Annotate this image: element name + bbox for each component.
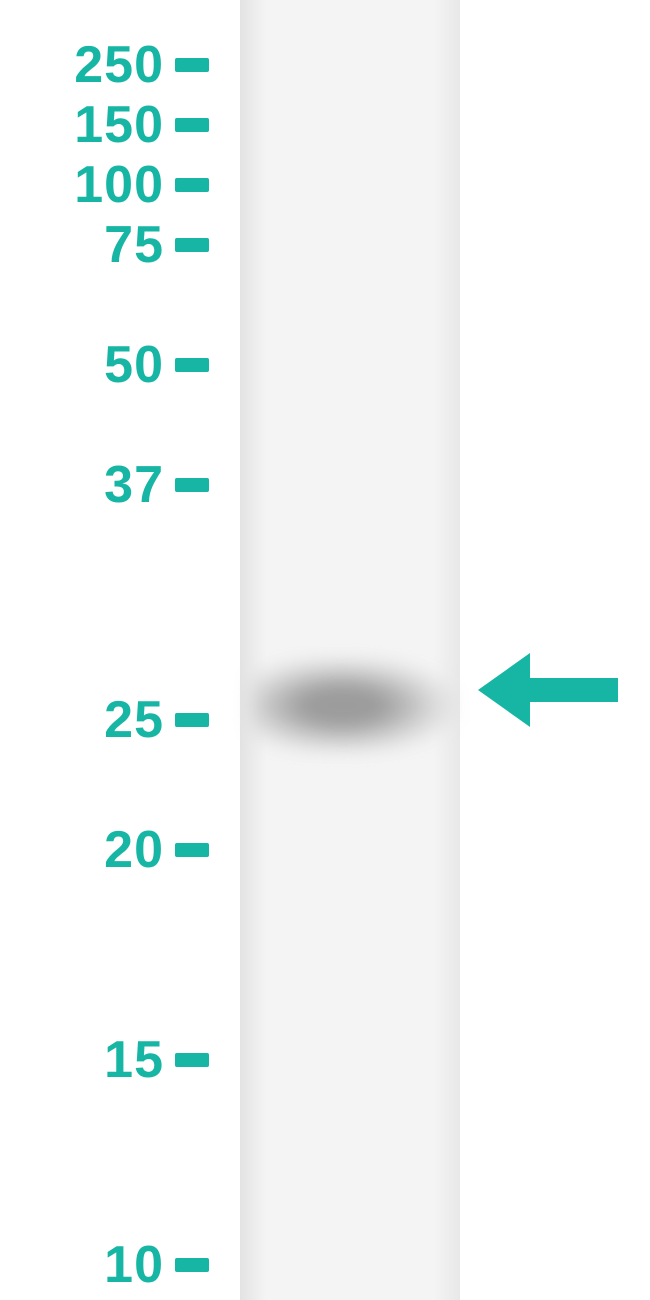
gel-lane xyxy=(240,0,460,1300)
mw-marker-dash xyxy=(175,1053,209,1067)
mw-marker-dash xyxy=(175,58,209,72)
mw-marker-dash xyxy=(175,843,209,857)
mw-marker-dash xyxy=(175,238,209,252)
blot-figure: 25015010075 50 37 25 20 15 10 xyxy=(0,0,650,1300)
mw-marker-label: 20 xyxy=(104,820,164,880)
mw-marker-dash xyxy=(175,478,209,492)
mw-marker-dash xyxy=(175,118,209,132)
mw-marker-label: 100 xyxy=(74,155,164,215)
mw-marker-label: 75 xyxy=(104,215,164,275)
mw-marker-label: 50 xyxy=(104,335,164,395)
mw-marker-label: 37 xyxy=(104,455,164,515)
mw-marker-label: 15 xyxy=(104,1030,164,1090)
mw-marker-dash xyxy=(175,358,209,372)
protein-band xyxy=(250,658,455,753)
mw-marker-dash xyxy=(175,713,209,727)
arrow-head-icon xyxy=(478,653,530,727)
mw-marker-dash xyxy=(175,178,209,192)
mw-marker-label: 25 xyxy=(104,690,164,750)
mw-marker-dash xyxy=(175,1258,209,1272)
mw-marker-label: 150 xyxy=(74,95,164,155)
arrow-shaft xyxy=(530,678,618,702)
mw-marker-label: 10 xyxy=(104,1235,164,1295)
mw-marker-label: 250 xyxy=(74,35,164,95)
